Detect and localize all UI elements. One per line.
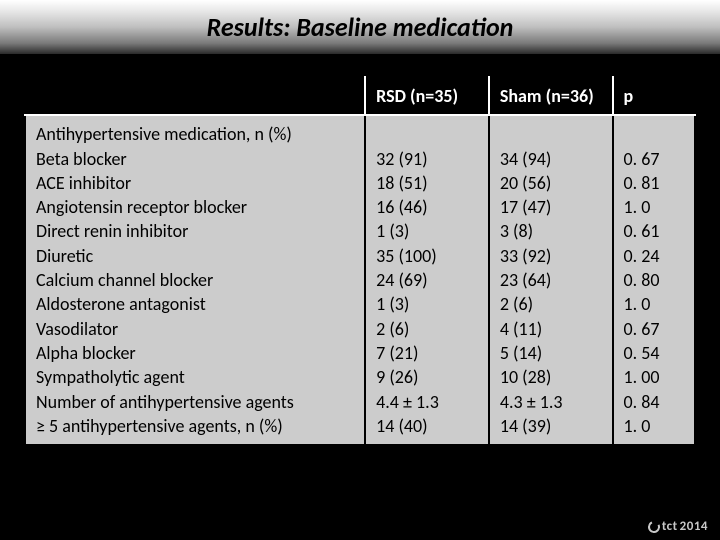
cell-line: 2 (6) [500, 292, 602, 316]
header-rsd: RSD (n=35) [365, 77, 489, 115]
table-body-row: Antihypertensive medication, n (%)Beta b… [25, 115, 695, 445]
logo-ring-icon [646, 519, 661, 534]
header-p: p [613, 77, 695, 115]
cell-line: Diuretic [36, 244, 354, 268]
cell-line: 14 (40) [376, 414, 478, 438]
cell-line: 34 (94) [500, 147, 602, 171]
cell-line: 1. 00 [624, 365, 684, 389]
cell-line: 0. 67 [624, 317, 684, 341]
cell-line: 0. 81 [624, 171, 684, 195]
cell-line: 3 (8) [500, 219, 602, 243]
cell-line: 5 (14) [500, 341, 602, 365]
cell-line: ACE inhibitor [36, 171, 354, 195]
cell-line: 35 (100) [376, 244, 478, 268]
cell-line: 16 (46) [376, 195, 478, 219]
header-blank [25, 77, 365, 115]
footer-logo: tct 2014 [648, 519, 708, 534]
cell-sham-values: 34 (94)20 (56)17 (47)3 (8)33 (92)23 (64)… [489, 115, 613, 445]
cell-line: 9 (26) [376, 365, 478, 389]
cell-line [376, 122, 478, 146]
cell-line: 0. 24 [624, 244, 684, 268]
cell-line: 4.3 ± 1.3 [500, 390, 602, 414]
header-sham: Sham (n=36) [489, 77, 613, 115]
cell-line: 14 (39) [500, 414, 602, 438]
cell-line: Aldosterone antagonist [36, 292, 354, 316]
cell-line: 0. 84 [624, 390, 684, 414]
cell-line: 1. 0 [624, 195, 684, 219]
cell-line: 1. 0 [624, 292, 684, 316]
cell-line: Alpha blocker [36, 341, 354, 365]
cell-line: 32 (91) [376, 147, 478, 171]
cell-line: Number of antihypertensive agents [36, 390, 354, 414]
cell-line: Calcium channel blocker [36, 268, 354, 292]
cell-line: 0. 61 [624, 219, 684, 243]
cell-rsd-values: 32 (91)18 (51)16 (46)1 (3)35 (100)24 (69… [365, 115, 489, 445]
cell-line: 23 (64) [500, 268, 602, 292]
cell-line: 4.4 ± 1.3 [376, 390, 478, 414]
cell-line: 1 (3) [376, 292, 478, 316]
cell-line: 7 (21) [376, 341, 478, 365]
cell-line: 33 (92) [500, 244, 602, 268]
cell-line: 1 (3) [376, 219, 478, 243]
cell-line [624, 122, 684, 146]
medication-table: RSD (n=35) Sham (n=36) p Antihypertensiv… [24, 76, 696, 446]
slide-title: Results: Baseline medication [207, 11, 514, 43]
cell-line: Beta blocker [36, 147, 354, 171]
logo-text: tct [662, 519, 678, 534]
cell-line: 18 (51) [376, 171, 478, 195]
cell-line: Angiotensin receptor blocker [36, 195, 354, 219]
cell-line: 1. 0 [624, 414, 684, 438]
cell-line: 0. 80 [624, 268, 684, 292]
cell-p-values: 0. 670. 811. 00. 610. 240. 801. 00. 670.… [613, 115, 695, 445]
logo-year: 2014 [680, 519, 708, 534]
title-bar: Results: Baseline medication [0, 0, 720, 54]
cell-line: 0. 67 [624, 147, 684, 171]
cell-row-labels: Antihypertensive medication, n (%)Beta b… [25, 115, 365, 445]
table-header-row: RSD (n=35) Sham (n=36) p [25, 77, 695, 115]
cell-line: 2 (6) [376, 317, 478, 341]
cell-line: 0. 54 [624, 341, 684, 365]
cell-line: 4 (11) [500, 317, 602, 341]
cell-line: 10 (28) [500, 365, 602, 389]
cell-line: 17 (47) [500, 195, 602, 219]
cell-line: 20 (56) [500, 171, 602, 195]
cell-line: Direct renin inhibitor [36, 219, 354, 243]
cell-line: Antihypertensive medication, n (%) [36, 122, 354, 146]
cell-line: Vasodilator [36, 317, 354, 341]
cell-line [500, 122, 602, 146]
cell-line: 24 (69) [376, 268, 478, 292]
cell-line: Sympatholytic agent [36, 365, 354, 389]
cell-line: ≥ 5 antihypertensive agents, n (%) [36, 414, 354, 438]
